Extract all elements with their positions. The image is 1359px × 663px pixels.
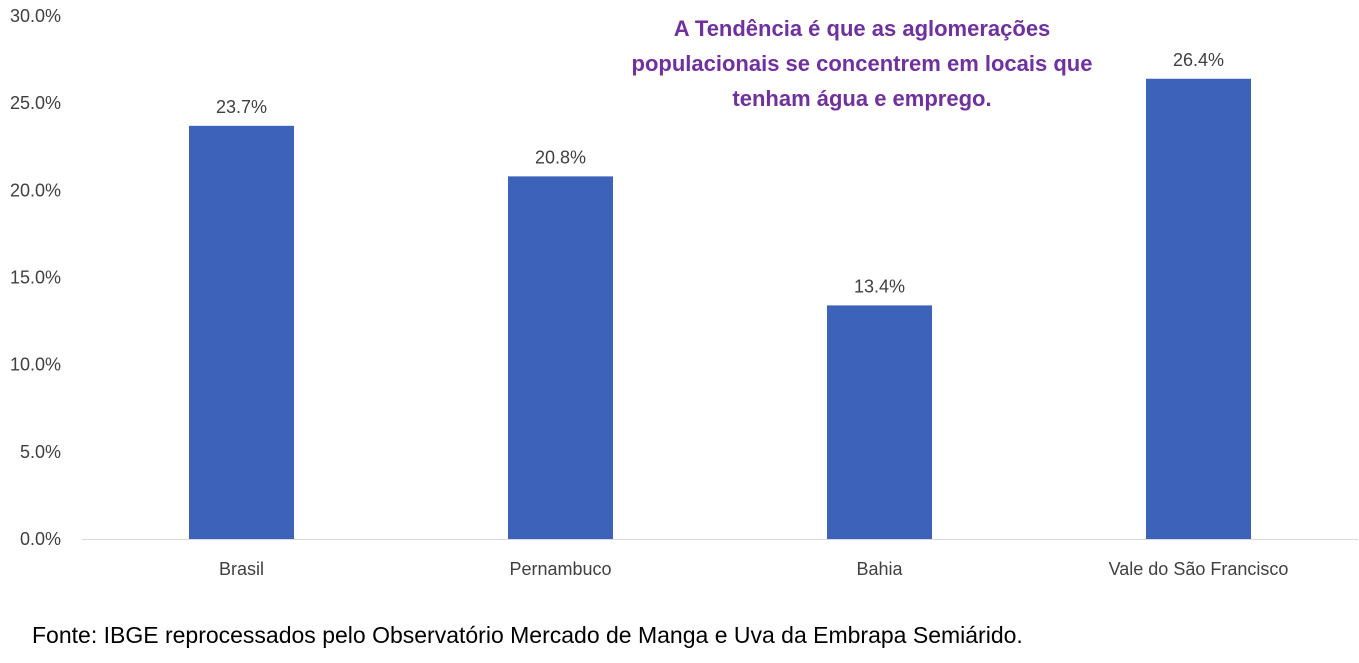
data-labels: 23.7% 20.8% 13.4% 26.4%: [216, 50, 1224, 297]
y-tick-label: 15.0%: [10, 268, 61, 288]
y-tick-label: 10.0%: [10, 355, 61, 375]
bar: [827, 305, 932, 539]
y-tick-label: 5.0%: [20, 442, 61, 462]
bar: [508, 176, 613, 540]
category-labels: Brasil Pernambuco Bahia Vale do São Francis…: [219, 559, 1288, 579]
source-note: Fonte: IBGE reprocessados pelo Observató…: [32, 622, 1023, 648]
y-axis: 0.0% 5.0% 10.0% 15.0% 20.0% 25.0% 30.0%: [10, 6, 61, 549]
bar: [189, 125, 294, 539]
bars: [189, 78, 1251, 540]
y-tick-label: 20.0%: [10, 180, 61, 200]
annotation-line: tenham água e emprego.: [732, 86, 991, 111]
y-tick-label: 25.0%: [10, 93, 61, 113]
data-label: 26.4%: [1173, 50, 1224, 70]
data-label: 23.7%: [216, 97, 267, 117]
data-label: 20.8%: [535, 147, 586, 167]
bar-chart: 0.0%5.0%10.0%15.0%20.0%25.0%30.0% 23.7%2…: [10, 6, 1358, 579]
y-tick-label: 0.0%: [20, 529, 61, 549]
category-label: Pernambuco: [509, 559, 611, 579]
data-label: 13.4%: [854, 276, 905, 296]
y-tick-label: 30.0%: [10, 6, 61, 26]
bar: [1146, 78, 1251, 539]
category-label: Brasil: [219, 559, 264, 579]
annotation-line: A Tendência é que as aglomerações: [674, 16, 1051, 41]
category-label: Bahia: [856, 559, 903, 579]
category-label: Vale do São Francisco: [1109, 559, 1289, 579]
annotation-line: populacionais se concentrem em locais qu…: [632, 51, 1093, 76]
chart-annotation: A Tendência é que as aglomerações populac…: [632, 16, 1093, 111]
